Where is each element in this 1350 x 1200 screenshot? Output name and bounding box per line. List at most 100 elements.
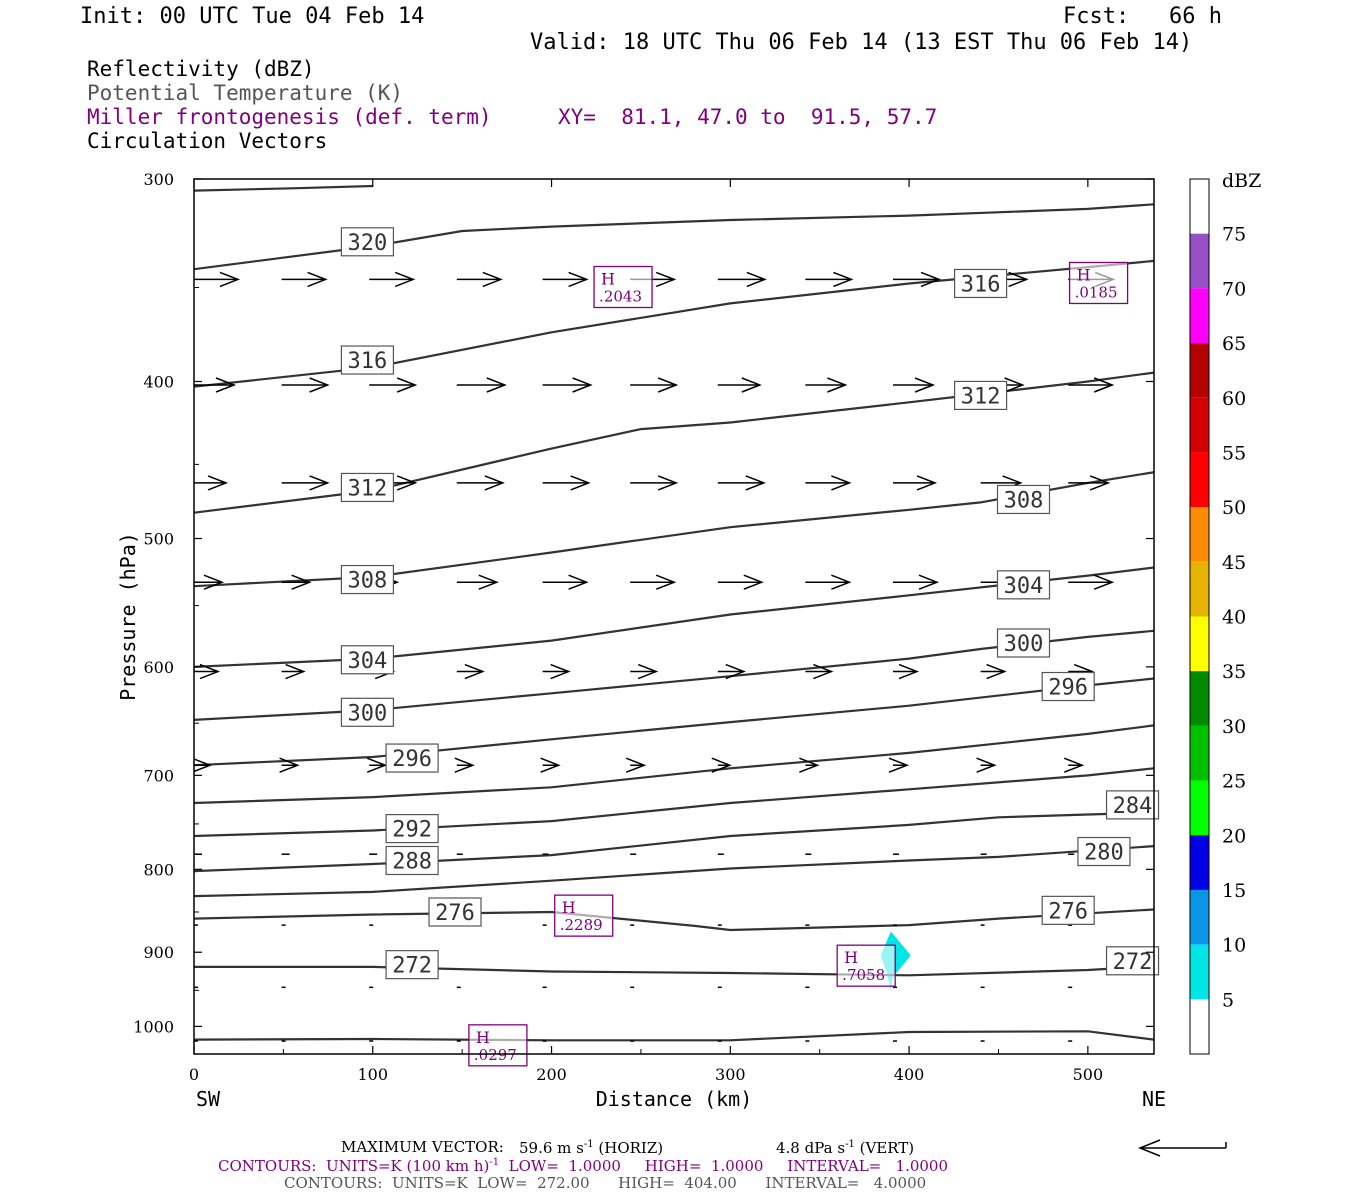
frontogenesis-max-marker: H (1077, 265, 1091, 284)
theta-contour-272 (194, 1030, 1154, 1042)
circulation-vector-head (309, 475, 330, 491)
colorbar-label: 5 (1222, 989, 1234, 1011)
circulation-vector-head (833, 271, 854, 288)
circulation-vector-head (309, 377, 330, 393)
contour-label-272: 272 (392, 954, 432, 979)
contour-label-292-box (385, 813, 439, 844)
plot-frame (193, 178, 1155, 1055)
circulation-vector-head (827, 377, 848, 393)
circulation-vector-head (831, 475, 852, 491)
colorbar-segment (1190, 397, 1209, 453)
frontogenesis-max-marker: H (562, 898, 576, 917)
x-endpoint-ne: NE (1142, 1087, 1166, 1111)
init-time: Init: 00 UTC Tue 04 Feb 14 (80, 4, 425, 29)
theta-contour-292 (194, 767, 1154, 838)
circulation-vector-head (986, 663, 1007, 680)
frontogenesis-max-box (1068, 261, 1129, 305)
contours-theta: CONTOURS: UNITS=K LOW= 272.00 HIGH= 404.… (284, 1174, 927, 1192)
frontogenesis-max-value: .0297 (474, 1046, 517, 1064)
circulation-vector-head (464, 663, 485, 680)
colorbar-label: 35 (1222, 661, 1246, 683)
colorbar-segment (1190, 725, 1209, 781)
contour-label-300: 300 (348, 701, 388, 726)
circulation-vector-head (725, 663, 746, 680)
colorbar-segment (1190, 561, 1209, 617)
circulation-vector-head (655, 271, 677, 288)
colorbar-segment (1190, 780, 1209, 836)
contour-label-284: 284 (1113, 794, 1153, 819)
colorbar-segment (1190, 999, 1209, 1054)
circulation-vector-head (918, 574, 940, 590)
circulation-vector-head (486, 377, 507, 393)
contour-label-304: 304 (1004, 574, 1044, 599)
contour-label-284-box (1105, 790, 1160, 820)
circulation-vector-head (482, 271, 503, 288)
circulation-vector-head (745, 475, 766, 491)
circulation-vector-head (540, 757, 561, 773)
frontogenesis-max-box (554, 894, 614, 937)
contour-label-316-box (953, 268, 1008, 299)
contour-label-280: 280 (1084, 841, 1124, 866)
y-axis-label: Pressure (hPa) (116, 532, 140, 701)
colorbar-segment (1190, 233, 1209, 289)
contour-label-272-box (1105, 946, 1160, 976)
x-tick-label: 500 (1073, 1065, 1104, 1084)
field-theta: Potential Temperature (K) (87, 81, 404, 105)
contour-label-308: 308 (348, 569, 388, 594)
x-tick-label: 200 (536, 1065, 567, 1084)
x-tick-label: 100 (357, 1065, 388, 1084)
theta-contour-280 (194, 908, 1154, 932)
circulation-vector-head (207, 475, 229, 491)
frontogenesis-max-value: .2043 (599, 287, 642, 305)
cross-section-xy: XY= 81.1, 47.0 to 91.5, 57.7 (558, 105, 938, 129)
frontogenesis-max-marker: H (476, 1028, 490, 1047)
circulation-vector-head (831, 574, 852, 590)
colorbar-label: 45 (1222, 552, 1246, 574)
colorbar-label: 60 (1222, 388, 1246, 410)
circulation-vector-head (743, 574, 764, 590)
contour-label-288-box (385, 845, 439, 876)
colorbar-label: 70 (1222, 278, 1246, 300)
circulation-vector-head (799, 757, 820, 773)
colorbar-segment (1190, 288, 1209, 344)
theta-contour-284 (194, 845, 1154, 898)
colorbar-label: 20 (1222, 825, 1246, 847)
contour-label-320-box (340, 227, 395, 257)
circulation-vector-head (1063, 757, 1085, 773)
contour-label-300-box (996, 628, 1051, 658)
colorbar-segment (1190, 343, 1209, 398)
circulation-vector-head (920, 271, 942, 288)
contour-label-312: 312 (961, 384, 1001, 409)
circulation-vector-head (570, 475, 591, 491)
circulation-vector-head (279, 757, 300, 773)
circulation-vector-head (1008, 271, 1029, 288)
contour-label-308-box (996, 484, 1051, 515)
circulation-vector-head (711, 757, 732, 773)
contour-label-304: 304 (348, 649, 388, 674)
contour-label-316: 316 (348, 349, 388, 374)
circulation-vector-head (1004, 377, 1025, 393)
contour-label-312-box (340, 472, 395, 503)
colorbar-label: 40 (1222, 607, 1246, 629)
x-endpoint-sw: SW (196, 1087, 221, 1111)
contour-label-312: 312 (348, 476, 388, 501)
x-tick-label: 400 (894, 1065, 925, 1084)
circulation-vector-head (291, 574, 312, 590)
field-reflectivity: Reflectivity (dBZ) (87, 57, 315, 81)
colorbar-label: 15 (1222, 880, 1246, 902)
frontogenesis-max-box (593, 265, 653, 309)
contour-label-300-box (340, 697, 395, 727)
circulation-vector-head (194, 758, 213, 773)
y-tick-label: 300 (143, 170, 174, 189)
x-axis-label: Distance (km) (596, 1087, 753, 1111)
max-vector-label: MAXIMUM VECTOR: (341, 1138, 504, 1156)
contour-label-292: 292 (392, 818, 432, 843)
forecast-hour: Fcst: 66 h (1063, 4, 1222, 29)
contour-label-316-box (340, 345, 395, 375)
theta-contour-296 (194, 677, 1154, 767)
contour-label-276: 276 (435, 901, 475, 926)
x-tick-label: 0 (189, 1065, 199, 1084)
y-tick-label: 1000 (133, 1017, 174, 1036)
frontogenesis-max-box (836, 944, 896, 987)
